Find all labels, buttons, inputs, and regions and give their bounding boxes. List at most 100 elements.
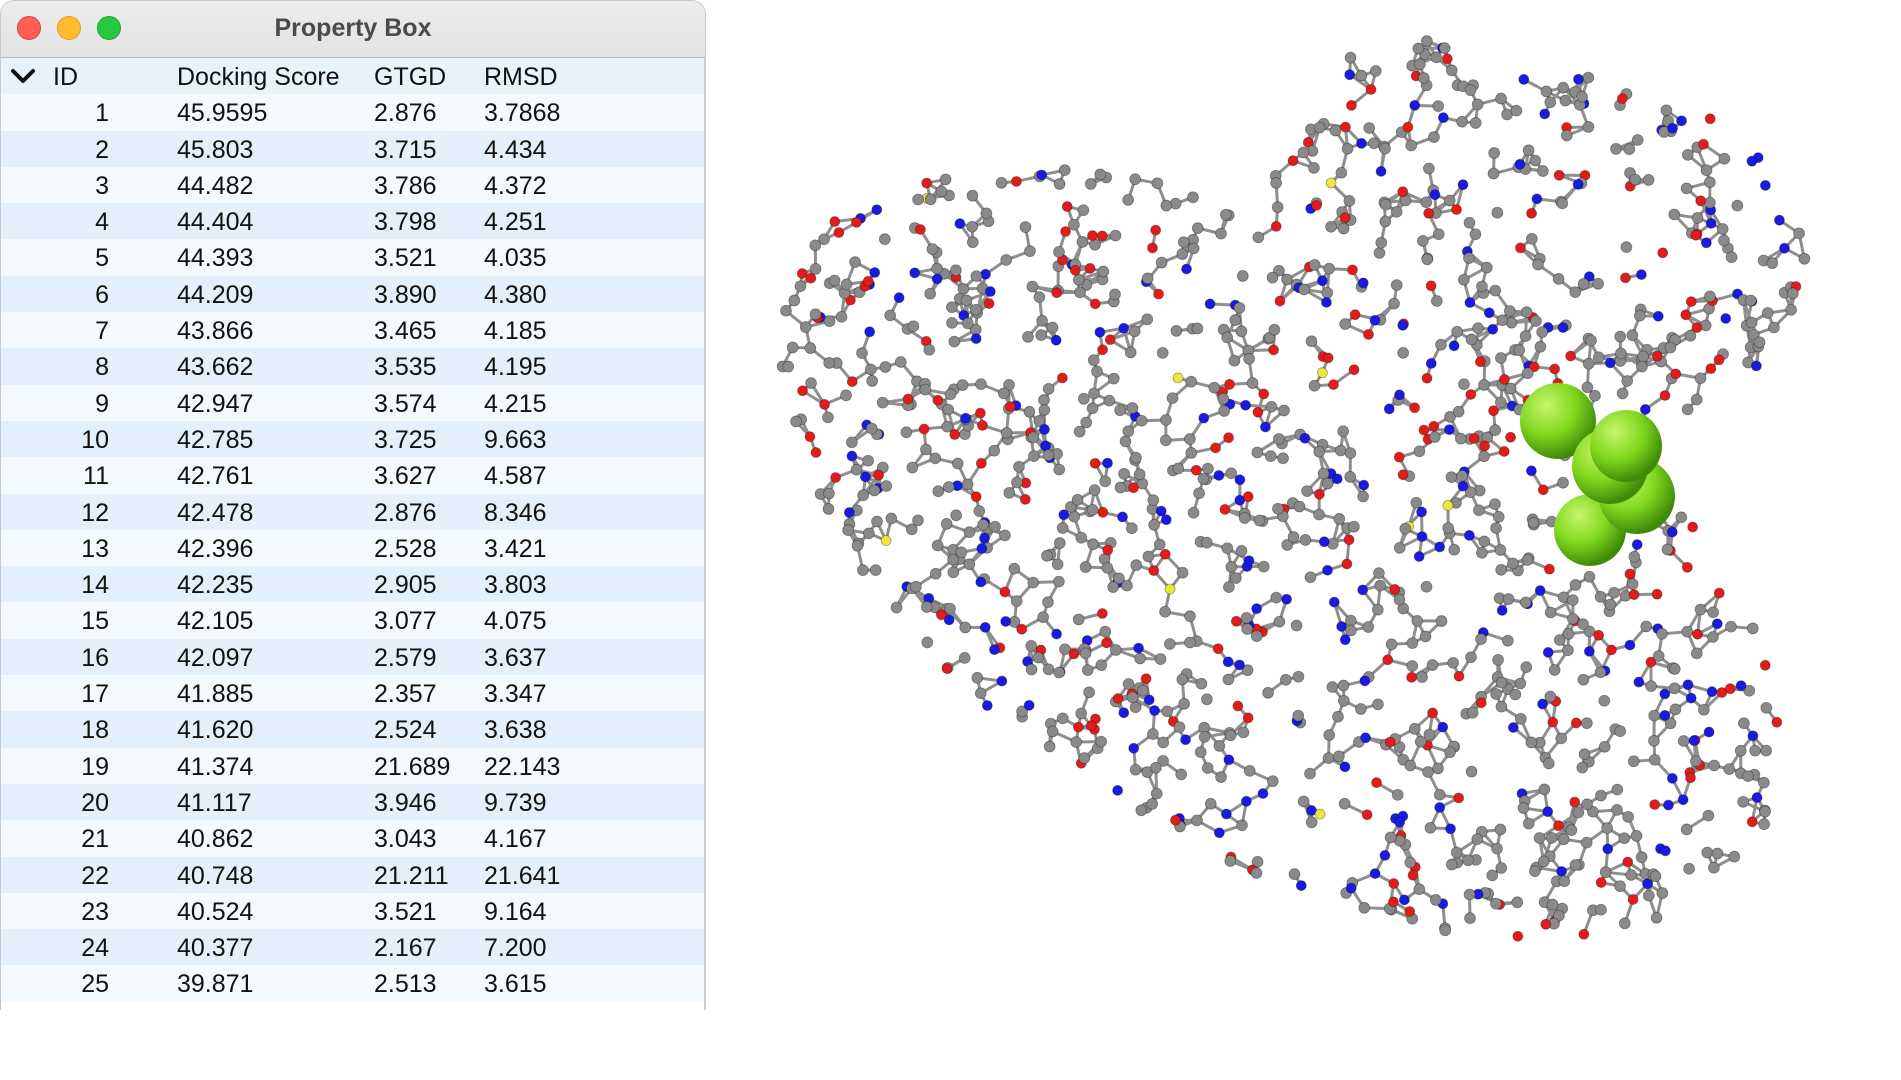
zoom-button[interactable] <box>97 16 121 40</box>
cell-rmsd: 4.587 <box>484 462 547 491</box>
cell-rmsd: 3.347 <box>484 680 547 709</box>
cell-id: 3 <box>95 171 109 200</box>
chevron-down-icon[interactable] <box>10 68 36 86</box>
table-row[interactable]: 11 42.761 3.627 4.587 <box>1 457 705 494</box>
table-row[interactable]: 21 40.862 3.043 4.167 <box>1 820 705 857</box>
cell-gtgd: 3.077 <box>374 607 437 636</box>
table-row[interactable]: 2 45.803 3.715 4.434 <box>1 130 705 167</box>
table-row[interactable]: 12 42.478 2.876 8.346 <box>1 493 705 530</box>
cell-id: 12 <box>81 498 109 527</box>
table-row[interactable]: 19 41.374 21.689 22.143 <box>1 747 705 784</box>
cell-id: 16 <box>81 643 109 672</box>
close-button[interactable] <box>17 16 41 40</box>
cell-id: 10 <box>81 425 109 454</box>
cell-gtgd: 2.528 <box>374 534 437 563</box>
cell-gtgd: 2.876 <box>374 498 437 527</box>
cell-gtgd: 2.357 <box>374 680 437 709</box>
cell-id: 18 <box>81 716 109 745</box>
table-row[interactable]: 16 42.097 2.579 3.637 <box>1 638 705 676</box>
table-row[interactable]: 3 44.482 3.786 4.372 <box>1 166 705 204</box>
table-row[interactable]: 9 42.947 3.574 4.215 <box>1 384 705 421</box>
cell-docking-score: 43.866 <box>177 317 254 346</box>
cell-docking-score: 42.235 <box>177 571 254 600</box>
cell-rmsd: 4.434 <box>484 135 547 164</box>
molecule-viewer[interactable] <box>720 30 1890 1060</box>
column-header-id[interactable]: ID <box>53 63 78 91</box>
cell-docking-score: 39.871 <box>177 970 254 999</box>
cell-docking-score: 41.117 <box>177 788 252 817</box>
cell-rmsd: 3.7868 <box>484 99 561 128</box>
cell-rmsd: 4.035 <box>484 244 547 273</box>
cell-docking-score: 42.478 <box>177 498 254 527</box>
cell-id: 21 <box>81 825 109 854</box>
column-header-rmsd[interactable]: RMSD <box>484 63 558 91</box>
cell-rmsd: 4.195 <box>484 353 547 382</box>
table-row[interactable]: 8 43.662 3.535 4.195 <box>1 348 705 385</box>
table-row[interactable]: 1 45.9595 2.876 3.7868 <box>1 94 705 131</box>
cell-rmsd: 4.185 <box>484 317 547 346</box>
cell-docking-score: 45.9595 <box>177 99 268 128</box>
table-header: ID Docking Score GTGD RMSD <box>1 58 705 95</box>
table-row[interactable]: 23 40.524 3.521 9.164 <box>1 892 705 930</box>
table-row[interactable]: 6 44.209 3.890 4.380 <box>1 275 705 313</box>
column-header-docking-score[interactable]: Docking Score <box>177 63 340 91</box>
cell-docking-score: 44.482 <box>177 171 254 200</box>
cell-gtgd: 3.465 <box>374 317 437 346</box>
cell-gtgd: 2.579 <box>374 643 437 672</box>
ligand-spheres <box>1520 383 1675 566</box>
table-row[interactable]: 13 42.396 2.528 3.421 <box>1 529 705 567</box>
cell-gtgd: 3.521 <box>374 244 437 273</box>
table-row[interactable]: 7 43.866 3.465 4.185 <box>1 312 705 349</box>
table-row[interactable]: 17 41.885 2.357 3.347 <box>1 675 705 712</box>
cell-gtgd: 2.524 <box>374 716 437 745</box>
cell-docking-score: 42.396 <box>177 534 254 563</box>
cell-id: 25 <box>81 970 109 999</box>
table-row[interactable]: 22 40.748 21.211 21.641 <box>1 856 705 893</box>
cell-rmsd: 4.215 <box>484 389 547 418</box>
table-row[interactable]: 5 44.393 3.521 4.035 <box>1 239 705 276</box>
cell-gtgd: 3.535 <box>374 353 437 382</box>
table-row[interactable]: 25 39.871 2.513 3.615 <box>1 965 705 1002</box>
cell-gtgd: 2.513 <box>374 970 437 999</box>
cell-id: 6 <box>95 280 109 309</box>
cell-gtgd: 3.946 <box>374 788 437 817</box>
table-row[interactable]: 4 44.404 3.798 4.251 <box>1 203 705 240</box>
cell-gtgd: 3.798 <box>374 208 437 237</box>
cell-docking-score: 42.105 <box>177 607 254 636</box>
cell-gtgd: 3.574 <box>374 389 437 418</box>
table-row[interactable]: 14 42.235 2.905 3.803 <box>1 566 705 603</box>
table-row[interactable]: 15 42.105 3.077 4.075 <box>1 602 705 639</box>
cell-docking-score: 45.803 <box>177 135 254 164</box>
cell-gtgd: 2.876 <box>374 99 437 128</box>
table-row[interactable]: 18 41.620 2.524 3.638 <box>1 711 705 748</box>
table-row[interactable]: 10 42.785 3.725 9.663 <box>1 420 705 458</box>
cell-rmsd: 4.372 <box>484 171 547 200</box>
cell-id: 14 <box>81 571 109 600</box>
cell-rmsd: 4.075 <box>484 607 547 636</box>
cell-rmsd: 9.164 <box>484 897 547 926</box>
property-table: ID Docking Score GTGD RMSD 1 45.9595 2.876… <box>1 58 705 1002</box>
cell-rmsd: 7.200 <box>484 934 547 963</box>
cell-id: 15 <box>81 607 109 636</box>
cell-id: 7 <box>95 317 109 346</box>
cell-docking-score: 43.662 <box>177 353 254 382</box>
cell-rmsd: 4.251 <box>484 208 547 237</box>
cell-docking-score: 41.620 <box>177 716 254 745</box>
cell-id: 8 <box>95 353 109 382</box>
cell-gtgd: 2.905 <box>374 571 437 600</box>
cell-docking-score: 44.393 <box>177 244 254 273</box>
cell-id: 5 <box>95 244 109 273</box>
cell-gtgd: 2.167 <box>374 934 437 963</box>
cell-rmsd: 3.421 <box>484 534 547 563</box>
cell-docking-score: 41.885 <box>177 680 254 709</box>
column-header-gtgd[interactable]: GTGD <box>374 63 447 91</box>
cell-docking-score: 41.374 <box>177 752 254 781</box>
cell-id: 4 <box>95 208 109 237</box>
table-row[interactable]: 20 41.117 3.946 9.739 <box>1 783 705 821</box>
table-row[interactable]: 24 40.377 2.167 7.200 <box>1 929 705 966</box>
minimize-button[interactable] <box>57 16 81 40</box>
title-bar[interactable]: Property Box <box>1 1 705 58</box>
cell-gtgd: 21.211 <box>374 861 449 890</box>
cell-id: 1 <box>95 99 109 128</box>
cell-docking-score: 40.377 <box>177 934 254 963</box>
